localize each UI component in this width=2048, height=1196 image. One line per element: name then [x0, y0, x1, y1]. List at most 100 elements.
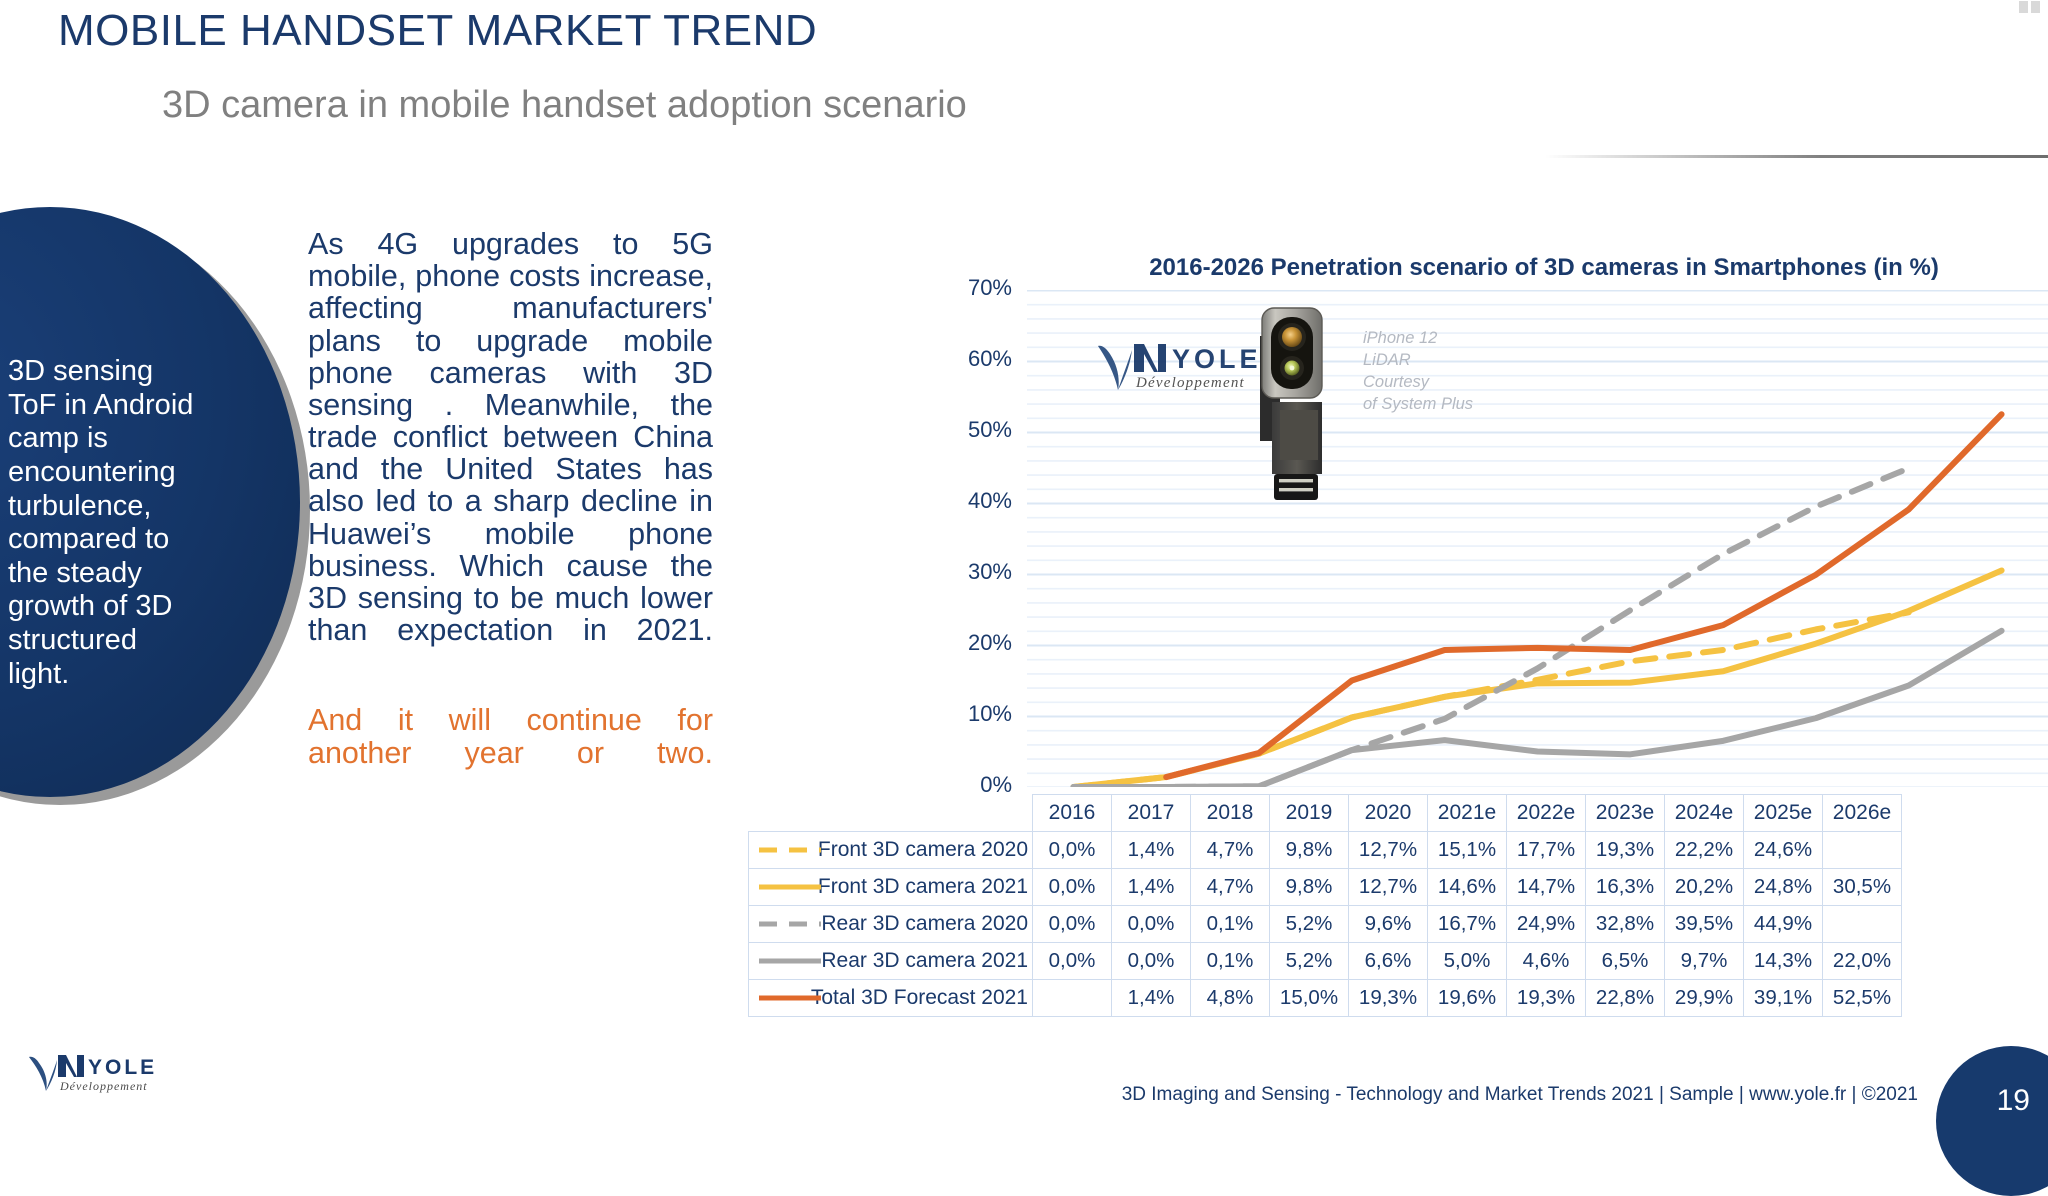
legend-line-swatch	[759, 958, 821, 964]
table-column-header: 2025e	[1743, 794, 1823, 832]
watermark-brand-text: YOLE	[1172, 344, 1262, 374]
body-paragraph: As 4G upgrades to 5G mobile, phone costs…	[308, 227, 713, 648]
table-cell-value: 9,7%	[1664, 942, 1744, 980]
table-corner-cell	[749, 795, 1033, 832]
header-divider	[1545, 155, 2048, 158]
chart-plot-area	[1027, 290, 2048, 787]
series-name-text: Front 3D camera 2020	[817, 838, 1028, 861]
table-cell-value: 39,1%	[1743, 979, 1823, 1017]
table-cell-value	[1822, 905, 1902, 943]
page-subtitle: 3D camera in mobile handset adoption sce…	[162, 84, 967, 126]
legend-line-swatch	[759, 847, 821, 853]
table-column-header: 2022e	[1506, 794, 1586, 832]
y-axis-tick-label: 50%	[967, 417, 1012, 442]
table-header-row: 2016 2017 2018 2019 2020 2021e 2022e 2023e 2024e…	[749, 794, 1902, 832]
chart-series-lines	[1070, 411, 2005, 787]
table-cell-value: 4,7%	[1190, 831, 1270, 869]
table-cell-value	[1822, 831, 1902, 869]
table-cell-value: 24,9%	[1506, 905, 1586, 943]
table-series-label: Rear 3D camera 2020	[748, 905, 1033, 943]
series-name-text: Rear 3D camera 2021	[821, 949, 1028, 972]
page-number-badge	[1936, 1046, 2048, 1196]
table-cell-value: 4,6%	[1506, 942, 1586, 980]
table-cell-value: 22,8%	[1585, 979, 1665, 1017]
table-column-header: 2026e	[1822, 794, 1902, 832]
table-cell-value: 0,1%	[1190, 942, 1270, 980]
table-cell-value: 0,1%	[1190, 905, 1270, 943]
table-cell-value: 0,0%	[1032, 831, 1112, 869]
callout-text: 3D sensing ToF in Android camp is encoun…	[8, 355, 194, 690]
legend-line-swatch	[759, 921, 821, 927]
series-line	[1070, 627, 2005, 787]
table-cell-value: 12,7%	[1348, 868, 1428, 906]
table-cell-value: 22,2%	[1664, 831, 1744, 869]
chart-title: 2016-2026 Penetration scenario of 3D cam…	[1149, 254, 1939, 281]
legend-line-swatch	[759, 995, 821, 1001]
series-name-text: Front 3D camera 2021	[817, 875, 1028, 898]
table-row: Front 3D camera 2020 0,0% 1,4% 4,7% 9,8% 12,7…	[748, 831, 1902, 869]
y-axis-tick-label: 70%	[967, 275, 1012, 300]
footer-yole-logo: YOLE Développement	[29, 1055, 157, 1093]
table-series-label: Front 3D camera 2020	[748, 831, 1033, 869]
table-cell-value: 30,5%	[1822, 868, 1902, 906]
table-series-label: Rear 3D camera 2021	[748, 942, 1033, 980]
series-line	[1070, 609, 1912, 787]
table-cell-value: 0,0%	[1032, 942, 1112, 980]
table-cell-value: 14,7%	[1506, 868, 1586, 906]
series-line	[1163, 411, 2005, 781]
y-axis-labels: 0% 10% 20% 30% 40% 50% 60% 70%	[942, 275, 1012, 797]
table-cell-value: 12,7%	[1348, 831, 1428, 869]
table-cell-value: 19,3%	[1585, 831, 1665, 869]
table-column-header: 2024e	[1664, 794, 1744, 832]
table-cell-value: 15,0%	[1269, 979, 1349, 1017]
table-column-header: 2021e	[1427, 794, 1507, 832]
series-name-text: Rear 3D camera 2020	[821, 912, 1028, 935]
table-column-header: 2019	[1269, 794, 1349, 832]
table-cell-value: 14,3%	[1743, 942, 1823, 980]
table-cell-value: 9,8%	[1269, 831, 1349, 869]
body-text-column: As 4G upgrades to 5G mobile, phone costs…	[308, 228, 713, 801]
table-cell-value: 15,1%	[1427, 831, 1507, 869]
legend-line-swatch	[759, 884, 821, 890]
table-cell-value: 24,6%	[1743, 831, 1823, 869]
table-body: Front 3D camera 2020 0,0% 1,4% 4,7% 9,8% 12,7…	[748, 831, 1902, 1017]
y-axis-tick-label: 60%	[967, 346, 1012, 371]
table-cell-value: 22,0%	[1822, 942, 1902, 980]
table-cell-value: 52,5%	[1822, 979, 1902, 1017]
table-cell-value: 0,0%	[1032, 905, 1112, 943]
table-column-header: 2016	[1032, 794, 1112, 832]
gridlines-major	[1027, 290, 2048, 787]
table-cell-value: 6,6%	[1348, 942, 1428, 980]
camera-module-photo	[1260, 307, 1323, 500]
y-axis-tick-label: 40%	[967, 488, 1012, 513]
table-row: Rear 3D camera 2021 0,0% 0,0% 0,1% 5,2% 6,6% 5…	[748, 942, 1902, 980]
page-number: 19	[1996, 1084, 2030, 1117]
table-cell-value: 9,8%	[1269, 868, 1349, 906]
table-cell-value: 17,7%	[1506, 831, 1586, 869]
table-column-header: 2020	[1348, 794, 1428, 832]
table-column-header: 2023e	[1585, 794, 1665, 832]
page-title: MOBILE HANDSET MARKET TREND	[58, 6, 818, 55]
photo-caption: iPhone 12 LiDAR Courtesy of System Plus	[1363, 329, 1474, 413]
watermark-tagline-text: Développement	[1135, 375, 1245, 391]
table-cell-value: 0,0%	[1032, 868, 1112, 906]
table-series-label: Front 3D camera 2021	[748, 868, 1033, 906]
table-cell-value: 39,5%	[1664, 905, 1744, 943]
series-name-text: Total 3D Forecast 2021	[810, 986, 1028, 1009]
footer-logo-brand: YOLE	[88, 1056, 157, 1079]
y-axis-tick-label: 20%	[967, 630, 1012, 655]
table-cell-value: 9,6%	[1348, 905, 1428, 943]
table-cell-value: 4,8%	[1190, 979, 1270, 1017]
table-cell-value	[1032, 979, 1112, 1017]
chart-block: 2016-2026 Penetration scenario of 3D cam…	[748, 248, 2048, 978]
table-cell-value: 19,3%	[1348, 979, 1428, 1017]
corner-marker-icon	[2016, 0, 2042, 14]
table-cell-value: 1,4%	[1111, 979, 1191, 1017]
table-series-label: Total 3D Forecast 2021	[748, 979, 1033, 1017]
table-cell-value: 19,6%	[1427, 979, 1507, 1017]
table-cell-value: 1,4%	[1111, 831, 1191, 869]
table-row: Front 3D camera 2021 0,0% 1,4% 4,7% 9,8% 12,7…	[748, 868, 1902, 906]
chart-svg	[1027, 290, 2048, 787]
y-axis-tick-label: 0%	[980, 772, 1012, 797]
yole-watermark-logo: YOLE Développement	[1098, 344, 1262, 391]
